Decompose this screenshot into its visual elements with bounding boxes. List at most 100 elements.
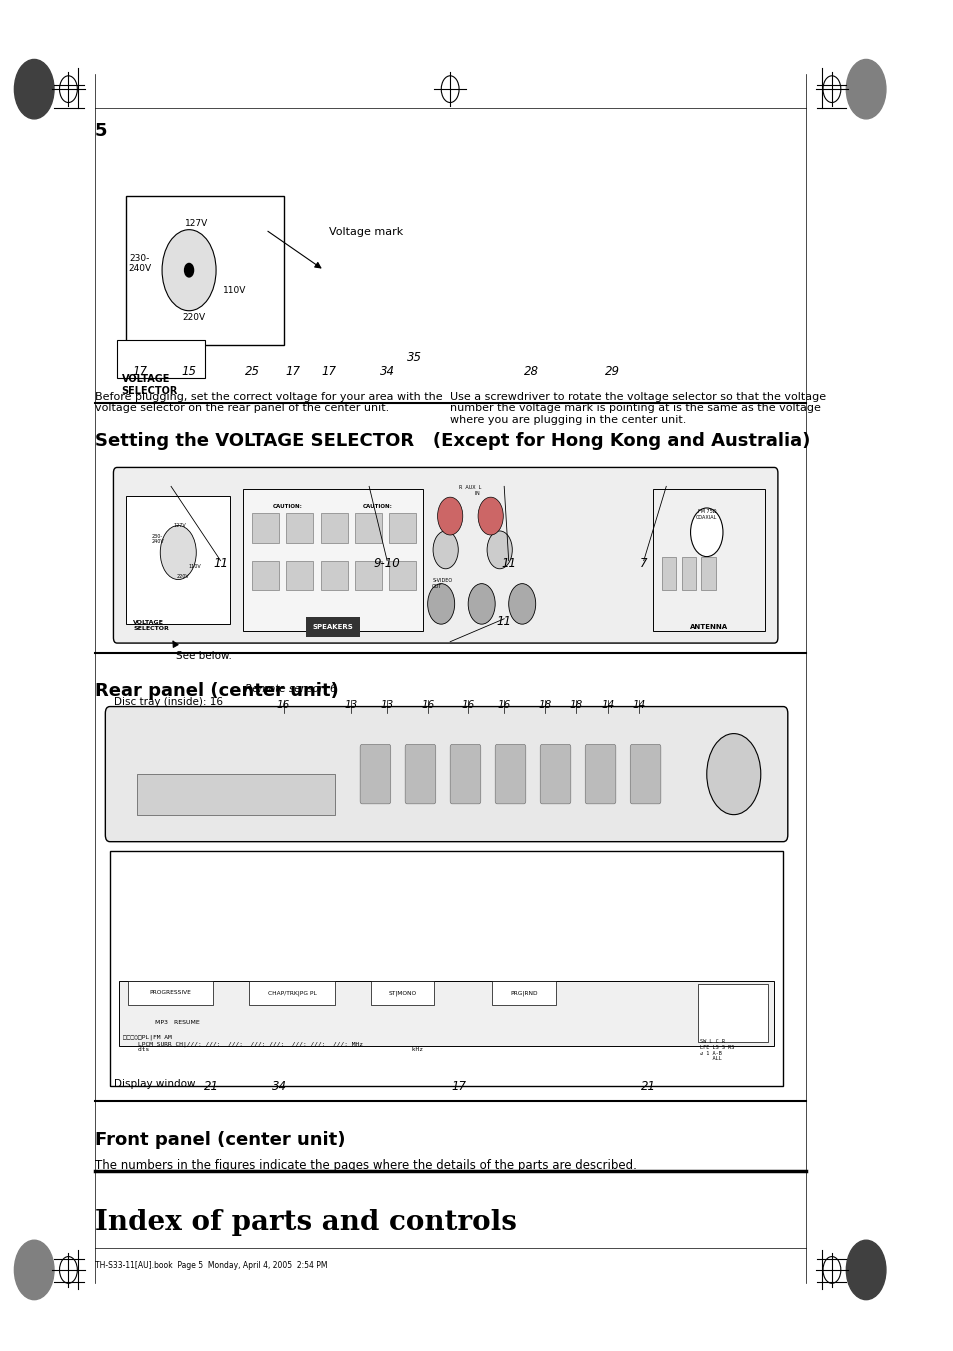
Text: 34: 34 xyxy=(272,1079,286,1093)
Text: 15: 15 xyxy=(181,365,196,378)
Text: 230-
240V: 230- 240V xyxy=(128,254,151,273)
FancyBboxPatch shape xyxy=(652,489,764,631)
FancyBboxPatch shape xyxy=(110,851,782,1086)
Text: PROGRESSIVE: PROGRESSIVE xyxy=(150,990,192,996)
Circle shape xyxy=(162,230,216,311)
Text: 16: 16 xyxy=(420,700,434,709)
Circle shape xyxy=(433,531,457,569)
FancyBboxPatch shape xyxy=(320,561,347,590)
Text: Front panel (center unit): Front panel (center unit) xyxy=(94,1131,345,1148)
Text: 14: 14 xyxy=(632,700,645,709)
Text: PRG|RND: PRG|RND xyxy=(510,990,537,996)
Text: 110V: 110V xyxy=(223,286,247,295)
FancyBboxPatch shape xyxy=(355,561,381,590)
Circle shape xyxy=(845,59,885,119)
Text: S-VIDEO
OUT: S-VIDEO OUT xyxy=(432,578,452,589)
Circle shape xyxy=(468,584,495,624)
Circle shape xyxy=(690,508,722,557)
Text: 21: 21 xyxy=(204,1079,219,1093)
Text: 13: 13 xyxy=(344,700,357,709)
Text: 230-
240V: 230- 240V xyxy=(151,534,164,544)
FancyBboxPatch shape xyxy=(243,489,423,631)
FancyBboxPatch shape xyxy=(539,744,570,804)
Text: 127V: 127V xyxy=(185,219,208,228)
Circle shape xyxy=(427,584,455,624)
Text: 127V: 127V xyxy=(173,523,186,528)
Circle shape xyxy=(487,531,512,569)
Circle shape xyxy=(508,584,536,624)
Circle shape xyxy=(437,497,462,535)
FancyBboxPatch shape xyxy=(389,561,416,590)
Text: 110V: 110V xyxy=(188,563,201,569)
Circle shape xyxy=(845,1240,885,1300)
Text: 16: 16 xyxy=(497,700,510,709)
Text: 35: 35 xyxy=(406,351,421,365)
Text: 13: 13 xyxy=(380,700,394,709)
FancyBboxPatch shape xyxy=(286,513,313,543)
FancyBboxPatch shape xyxy=(360,744,391,804)
Text: SPEAKERS: SPEAKERS xyxy=(313,624,354,630)
Text: 11: 11 xyxy=(213,557,228,570)
FancyBboxPatch shape xyxy=(700,557,715,590)
Circle shape xyxy=(184,263,193,277)
Text: CAUTION:: CAUTION: xyxy=(273,504,303,509)
Text: CHAP/TRK|PG PL: CHAP/TRK|PG PL xyxy=(268,990,316,996)
Text: Disc tray (inside): 16: Disc tray (inside): 16 xyxy=(114,697,223,707)
FancyBboxPatch shape xyxy=(126,196,283,345)
FancyBboxPatch shape xyxy=(286,561,313,590)
Circle shape xyxy=(706,734,760,815)
FancyBboxPatch shape xyxy=(661,557,676,590)
FancyBboxPatch shape xyxy=(492,981,555,1005)
Text: 28: 28 xyxy=(523,365,538,378)
FancyBboxPatch shape xyxy=(136,774,335,815)
Text: TH-S33-11[AU].book  Page 5  Monday, April 4, 2005  2:54 PM: TH-S33-11[AU].book Page 5 Monday, April … xyxy=(94,1262,327,1270)
FancyBboxPatch shape xyxy=(252,561,279,590)
Text: 11: 11 xyxy=(500,557,516,570)
Circle shape xyxy=(160,526,196,580)
FancyBboxPatch shape xyxy=(128,981,213,1005)
FancyBboxPatch shape xyxy=(320,513,347,543)
FancyBboxPatch shape xyxy=(249,981,335,1005)
FancyBboxPatch shape xyxy=(450,744,480,804)
Text: R  AUX  L
         IN: R AUX L IN xyxy=(458,485,480,496)
Text: 11: 11 xyxy=(497,615,511,628)
FancyBboxPatch shape xyxy=(680,557,696,590)
FancyBboxPatch shape xyxy=(405,744,436,804)
Text: 25: 25 xyxy=(244,365,259,378)
Text: 220V: 220V xyxy=(176,574,189,580)
FancyBboxPatch shape xyxy=(371,981,434,1005)
FancyBboxPatch shape xyxy=(113,467,777,643)
Circle shape xyxy=(477,497,503,535)
FancyBboxPatch shape xyxy=(119,981,774,1046)
Text: Index of parts and controls: Index of parts and controls xyxy=(94,1209,516,1236)
Text: The numbers in the figures indicate the pages where the details of the parts are: The numbers in the figures indicate the … xyxy=(94,1159,636,1173)
Text: 9-10: 9-10 xyxy=(374,557,400,570)
Text: VOLTAGE
SELECTOR: VOLTAGE SELECTOR xyxy=(133,620,169,631)
Text: 220V: 220V xyxy=(182,312,205,322)
Text: Display window: Display window xyxy=(114,1079,195,1089)
Text: 16: 16 xyxy=(461,700,475,709)
Text: Before plugging, set the correct voltage for your area with the
voltage selector: Before plugging, set the correct voltage… xyxy=(94,392,441,413)
Text: FM 75Ω
COAXIAL: FM 75Ω COAXIAL xyxy=(696,509,717,520)
Text: Rear panel (center unit): Rear panel (center unit) xyxy=(94,682,338,700)
Text: 18: 18 xyxy=(537,700,551,709)
Text: Voltage mark: Voltage mark xyxy=(328,227,402,238)
Text: 17: 17 xyxy=(321,365,335,378)
FancyBboxPatch shape xyxy=(495,744,525,804)
Text: Use a screwdriver to rotate the voltage selector so that the voltage
number the : Use a screwdriver to rotate the voltage … xyxy=(450,392,825,426)
FancyBboxPatch shape xyxy=(126,496,230,624)
FancyBboxPatch shape xyxy=(355,513,381,543)
Text: 5: 5 xyxy=(94,122,107,139)
Text: 17: 17 xyxy=(451,1079,466,1093)
Text: 17: 17 xyxy=(132,365,147,378)
Text: Setting the VOLTAGE SELECTOR   (Except for Hong Kong and Australia): Setting the VOLTAGE SELECTOR (Except for… xyxy=(94,432,809,450)
Text: 29: 29 xyxy=(604,365,619,378)
Text: 18: 18 xyxy=(569,700,582,709)
Text: ST|MONO: ST|MONO xyxy=(388,990,416,996)
Text: 34: 34 xyxy=(379,365,395,378)
Text: 14: 14 xyxy=(600,700,614,709)
FancyBboxPatch shape xyxy=(630,744,660,804)
Text: Remote sensor: 6: Remote sensor: 6 xyxy=(245,684,336,693)
Circle shape xyxy=(14,59,54,119)
FancyBboxPatch shape xyxy=(252,513,279,543)
